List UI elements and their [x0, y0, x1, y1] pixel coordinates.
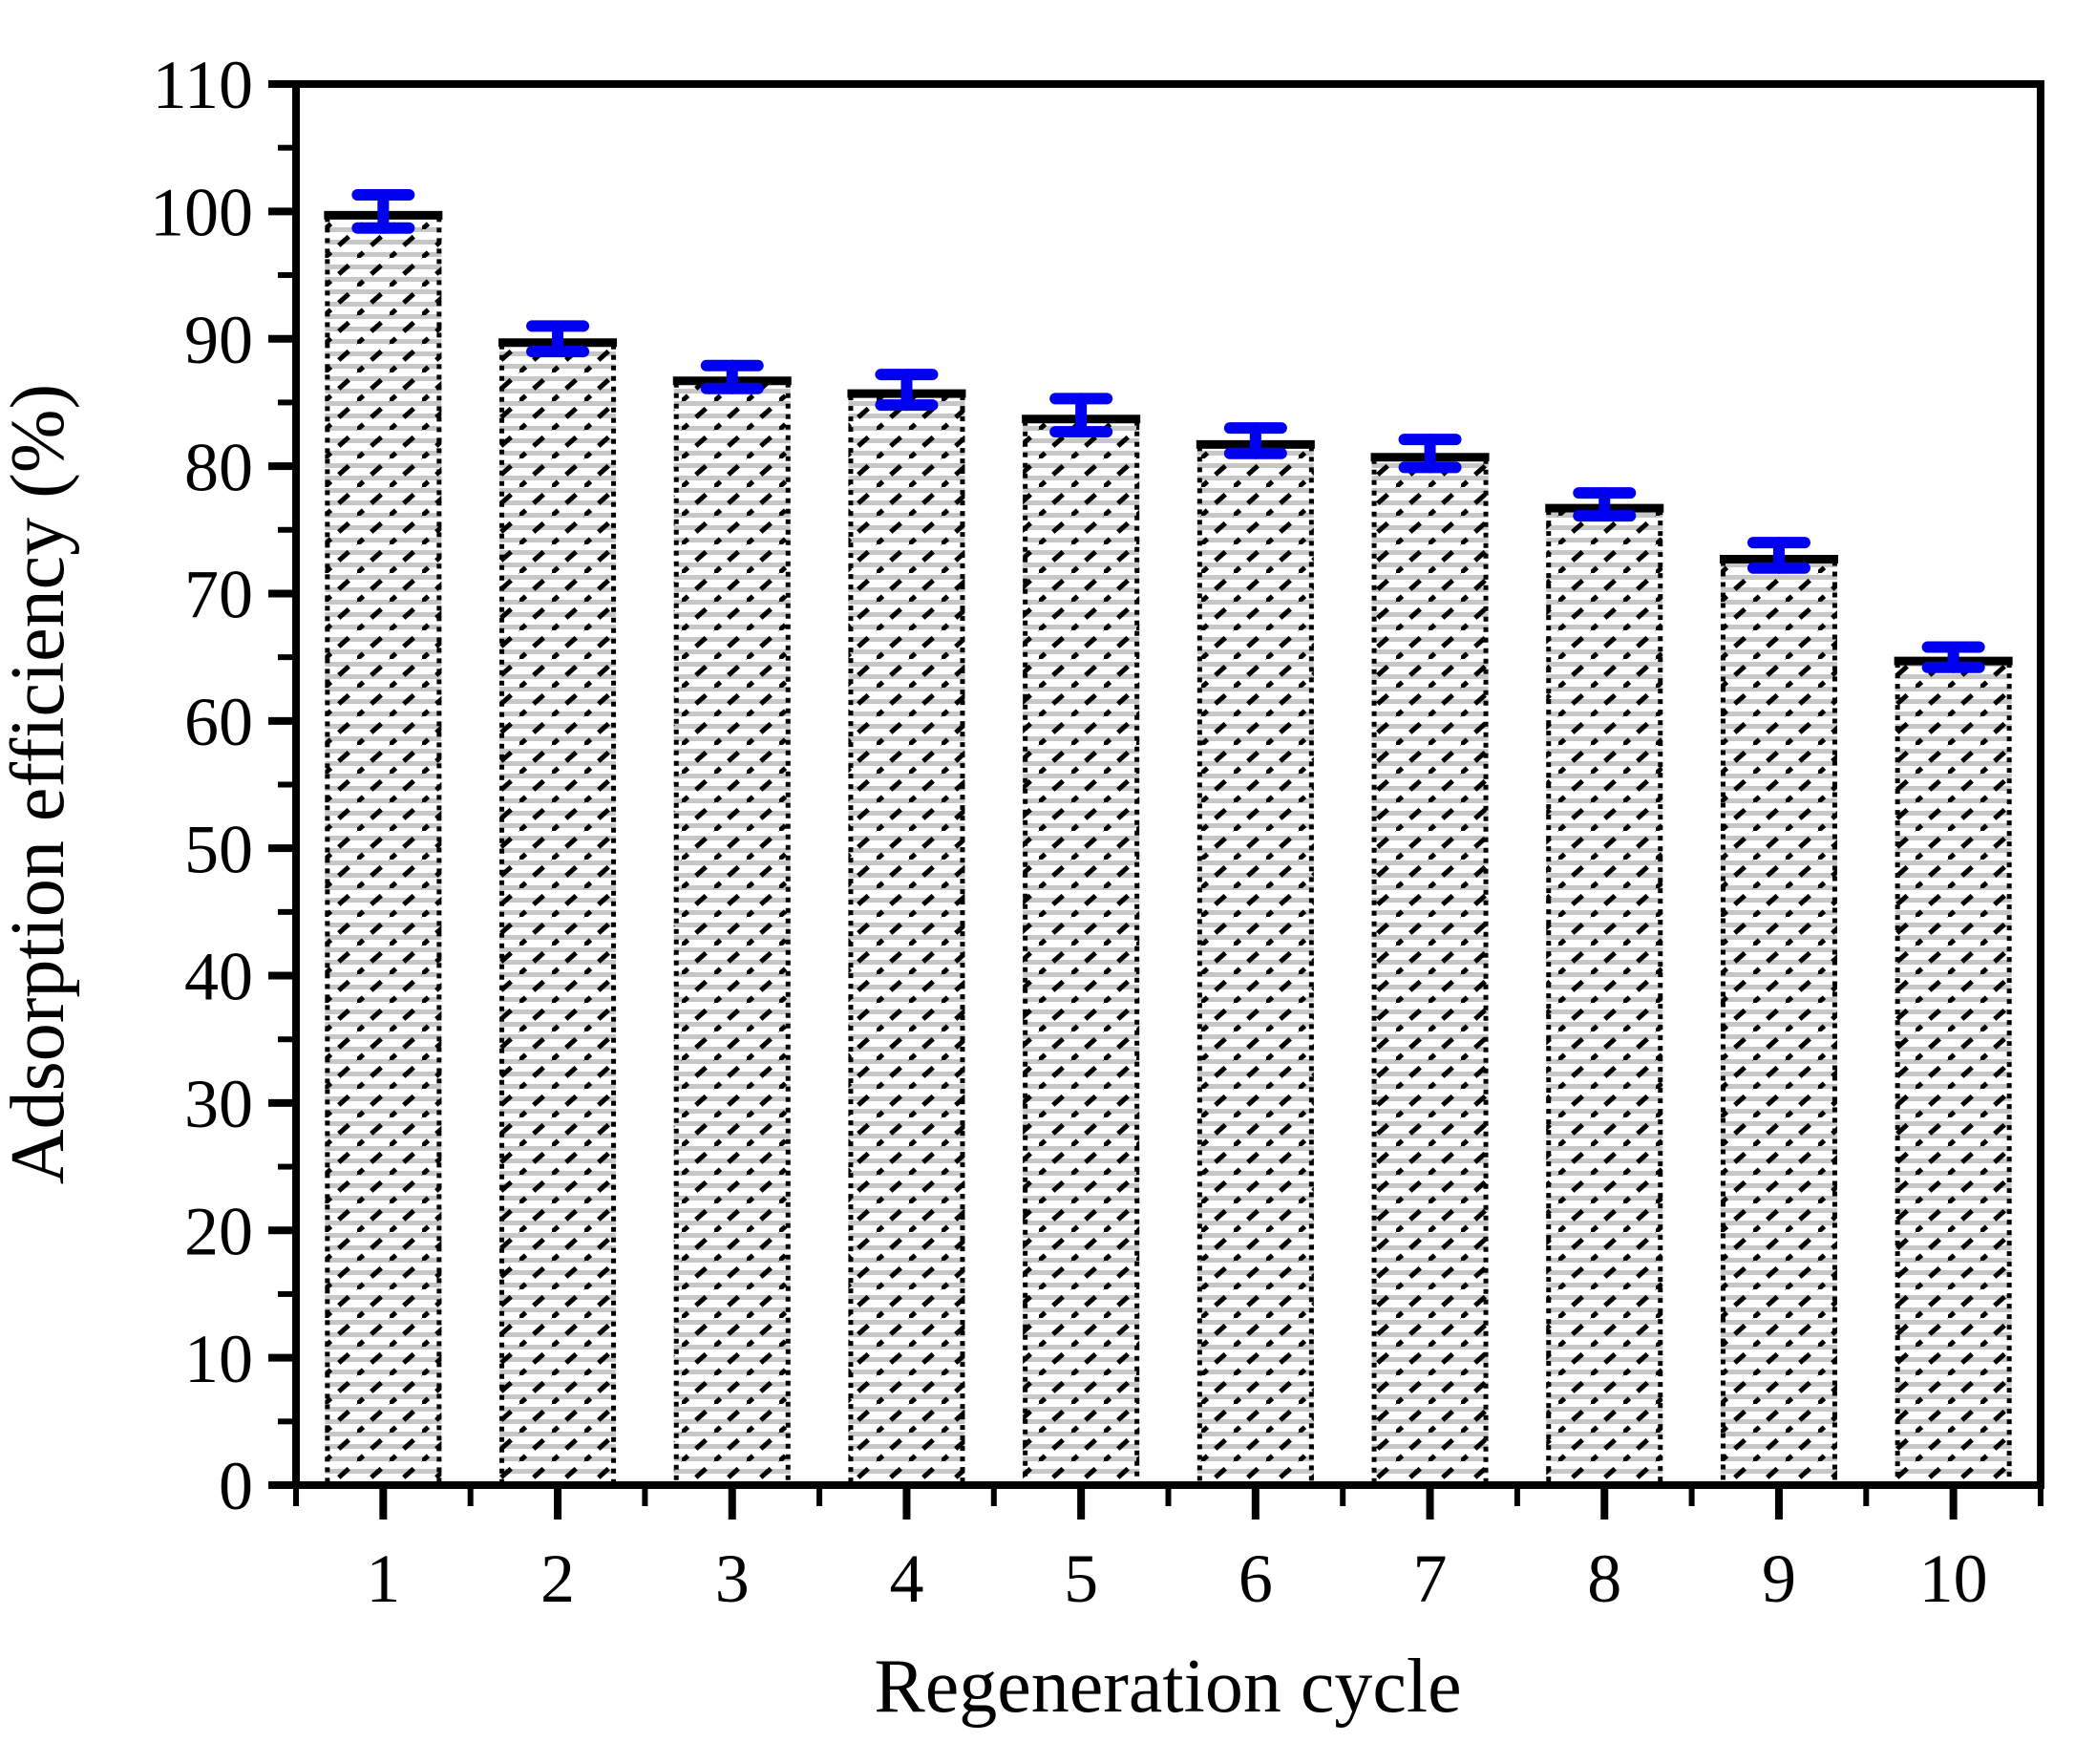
bar-group: [498, 338, 618, 1485]
y-tick-label: 10: [184, 1321, 253, 1397]
x-tick-label: 9: [1762, 1541, 1796, 1617]
x-tick-label: 7: [1413, 1541, 1448, 1617]
error-bar: [526, 320, 590, 358]
y-tick-label: 0: [219, 1448, 253, 1524]
bar-hatch: [1720, 555, 1837, 1485]
bar-group: [1196, 439, 1315, 1485]
y-tick-label: 40: [184, 939, 253, 1015]
bar-hatch: [1546, 504, 1663, 1485]
error-bars-layer: [351, 189, 1985, 673]
y-tick-label: 80: [184, 429, 253, 505]
bar-hatch: [1196, 440, 1314, 1485]
bar-hatch: [673, 376, 791, 1486]
bar-hatch: [848, 390, 965, 1485]
error-bar: [700, 359, 764, 394]
axes-layer: 0 10 20 30 40 50 60 70 80 90 100 110 1 2 3 4 5 6 7 8 9 10: [150, 47, 2044, 1617]
error-bar: [1747, 537, 1810, 574]
bar-hatch: [1895, 657, 2012, 1485]
x-tick-label: 1: [366, 1541, 400, 1617]
x-tick-label: 3: [715, 1541, 750, 1617]
error-bar: [875, 369, 939, 412]
bar-group: [672, 376, 792, 1486]
bar-group: [1719, 554, 1838, 1485]
y-tick-label: 20: [184, 1193, 253, 1269]
y-tick-label: 70: [184, 557, 253, 633]
error-bar: [1049, 393, 1113, 438]
x-tick-label: 6: [1239, 1541, 1273, 1617]
y-tick-label: 50: [184, 811, 253, 887]
error-bar: [1921, 641, 1985, 673]
y-tick-label: 100: [150, 175, 253, 251]
error-bar: [1398, 434, 1462, 474]
x-tick-label: 8: [1587, 1541, 1621, 1617]
x-tick-label: 4: [889, 1541, 923, 1617]
bar-hatch: [1371, 453, 1489, 1486]
bar-hatch: [499, 338, 617, 1485]
y-axis-title: Adsorption efficiency (%): [0, 384, 80, 1184]
error-bar: [1573, 487, 1637, 522]
bar-group: [1545, 503, 1664, 1485]
bar-hatch: [1023, 414, 1140, 1485]
y-tick-label: 30: [184, 1066, 253, 1142]
x-tick-label: 5: [1064, 1541, 1098, 1617]
error-bar: [1223, 422, 1287, 459]
bar-group: [1022, 414, 1141, 1485]
y-tick-label: 90: [184, 302, 253, 378]
x-tick-label: 2: [540, 1541, 575, 1617]
bar-group: [1370, 453, 1490, 1486]
x-axis-title: Regeneration cycle: [874, 1645, 1461, 1729]
bar-group: [1894, 656, 2013, 1485]
y-tick-label: 60: [184, 684, 253, 760]
bars-layer: [324, 210, 2013, 1486]
bar-group: [847, 389, 966, 1485]
bar-hatch: [325, 211, 442, 1485]
plot-frame: [292, 80, 2044, 1489]
y-tick-label: 110: [153, 47, 253, 123]
bar-group: [324, 210, 443, 1485]
error-bar: [351, 189, 415, 234]
x-tick-label: 10: [1919, 1541, 1988, 1617]
